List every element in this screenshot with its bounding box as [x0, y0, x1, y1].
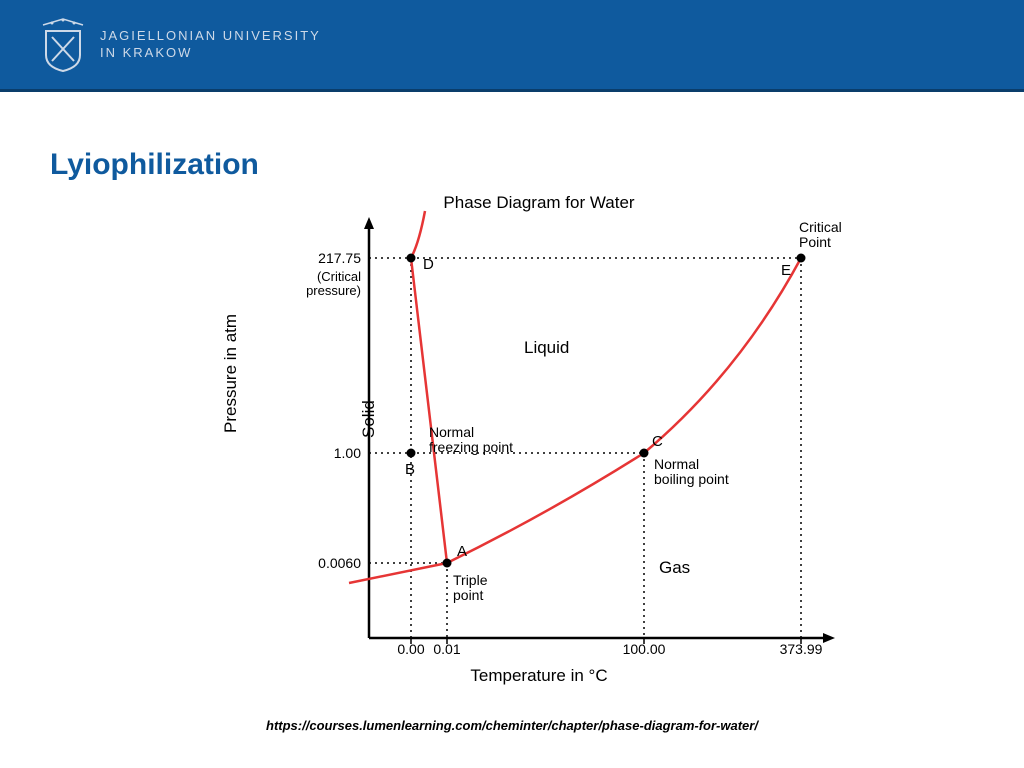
- point-letter-C: C: [652, 433, 663, 450]
- region-liquid: Liquid: [524, 338, 569, 358]
- point-letter-B: B: [405, 461, 415, 478]
- university-logo-block: JAGIELLONIAN UNIVERSITY IN KRAKOW: [40, 17, 321, 73]
- sublimation-curve: [349, 563, 447, 583]
- chart-title: Phase Diagram for Water: [229, 193, 849, 213]
- slide-header: JAGIELLONIAN UNIVERSITY IN KRAKOW: [0, 0, 1024, 92]
- university-line2: IN KRAKOW: [100, 45, 321, 62]
- ytick-1: 1.00: [241, 445, 361, 461]
- point-letter-A: A: [457, 543, 467, 560]
- university-name: JAGIELLONIAN UNIVERSITY IN KRAKOW: [100, 28, 321, 62]
- ytick-006: 0.0060: [241, 555, 361, 571]
- xtick-3: 373.99: [780, 641, 823, 657]
- y-axis-arrow-icon: [364, 217, 374, 229]
- citation-url: https://courses.lumenlearning.com/chemin…: [0, 718, 1024, 733]
- vaporization-curve: [447, 258, 801, 563]
- y-axis-label: Pressure in atm: [221, 314, 241, 433]
- region-gas: Gas: [659, 558, 690, 578]
- ytick-critical-note: (Criticalpressure): [241, 270, 361, 299]
- point-annot-C: Normalboiling point: [654, 457, 729, 488]
- region-solid: Solid: [359, 400, 379, 438]
- point-annot-A: Triplepoint: [453, 573, 488, 604]
- labeled-points: [407, 254, 806, 568]
- point-annot-B: Normalfreezing point: [429, 425, 513, 456]
- point-letter-D: D: [423, 256, 434, 273]
- point-A: [443, 559, 452, 568]
- point-letter-E: E: [781, 262, 791, 279]
- ytick-217: 217.75: [241, 250, 361, 266]
- point-C: [640, 449, 649, 458]
- slide-title: Lyiophilization: [50, 148, 259, 182]
- xtick-0: 0.00: [397, 641, 424, 657]
- point-annot-E: CriticalPoint: [799, 220, 842, 251]
- point-D: [407, 254, 416, 263]
- point-B: [407, 449, 416, 458]
- plot-area: 217.75 (Criticalpressure) 1.00 0.0060 0.…: [369, 223, 829, 638]
- university-line1: JAGIELLONIAN UNIVERSITY: [100, 28, 321, 45]
- x-axis-arrow-icon: [823, 633, 835, 643]
- x-axis-label: Temperature in °C: [229, 666, 849, 686]
- xtick-2: 100.00: [623, 641, 666, 657]
- xtick-1: 0.01: [433, 641, 460, 657]
- university-crest-icon: [40, 17, 86, 73]
- phase-diagram-chart: Phase Diagram for Water Pressure in atm …: [229, 193, 849, 683]
- point-E: [797, 254, 806, 263]
